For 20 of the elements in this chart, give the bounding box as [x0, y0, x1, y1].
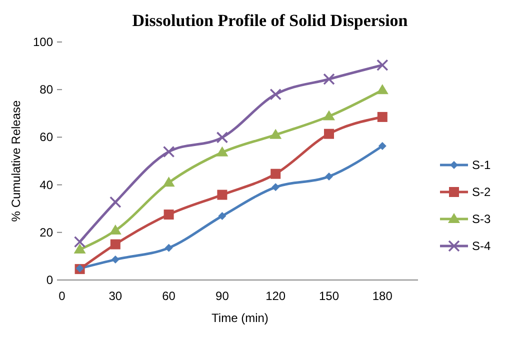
chart-title: Dissolution Profile of Solid Dispersion: [132, 11, 408, 30]
legend-label: S-1: [472, 158, 491, 172]
x-tick-label: 0: [58, 289, 66, 303]
y-tick-label: 80: [40, 82, 54, 97]
x-tick-label: 180: [372, 289, 393, 303]
x-axis-title: Time (min): [212, 311, 268, 325]
legend-label: S-3: [472, 212, 491, 226]
x-tick-label: 60: [162, 289, 176, 303]
legend-label: S-4: [472, 239, 491, 253]
y-tick-label: 40: [40, 178, 54, 192]
x-tick-label: 90: [216, 289, 230, 303]
y-axis-title: % Cumulative Release: [9, 100, 23, 222]
y-tick-label: 60: [40, 130, 54, 144]
x-tick-label: 120: [266, 289, 286, 303]
y-tick-label: 20: [40, 225, 54, 240]
x-tick-label: 150: [318, 289, 340, 303]
y-tick-label: 0: [46, 273, 54, 287]
x-tick-label: 30: [108, 289, 122, 303]
legend-label: S-2: [472, 185, 491, 199]
y-tick-label: 100: [32, 35, 54, 49]
